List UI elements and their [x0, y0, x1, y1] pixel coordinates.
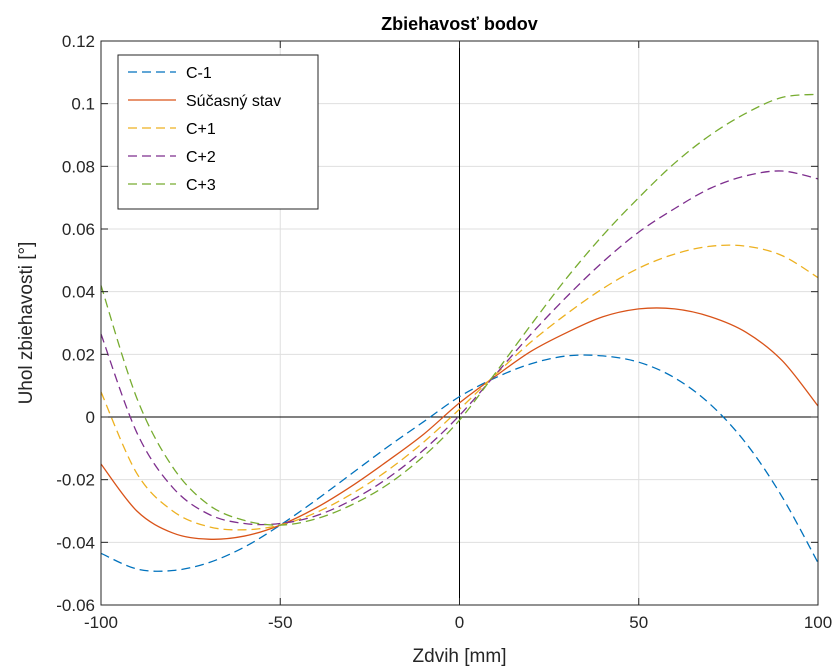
y-tick-label: 0.04	[62, 283, 95, 302]
y-tick-label: -0.04	[56, 533, 95, 552]
legend-label: C+1	[186, 121, 216, 138]
x-tick-label: 0	[455, 613, 464, 632]
y-tick-label: 0.06	[62, 220, 95, 239]
y-axis-title: Uhol zbiehavosti [°]	[16, 242, 37, 405]
x-tick-label: -50	[268, 613, 293, 632]
series-group	[100, 93, 819, 572]
legend-label: C+3	[186, 177, 216, 194]
x-tick-label: -100	[84, 613, 118, 632]
series-line-2	[100, 244, 819, 531]
series-line-1	[100, 307, 819, 540]
legend-label: C-1	[186, 65, 212, 82]
legend-box	[117, 54, 319, 210]
y-tick-label: 0	[86, 408, 95, 427]
y-tick-label: 0.08	[62, 157, 95, 176]
legend-label: Súčasný stav	[186, 93, 281, 110]
legend: C-1 Súčasný stav C+1 C+2 C+3	[117, 54, 319, 210]
series-line-4	[100, 93, 819, 526]
y-tick-label: -0.06	[56, 596, 95, 615]
x-tick-label: 100	[804, 613, 832, 632]
legend-label: C+2	[186, 149, 216, 166]
y-tick-label: -0.02	[56, 471, 95, 490]
chart-title: Zbiehavosť bodov	[381, 14, 538, 34]
y-tick-label: 0.12	[62, 32, 95, 51]
series-line-0	[100, 354, 819, 572]
y-tick-label: 0.02	[62, 345, 95, 364]
y-tick-label: 0.1	[71, 95, 95, 114]
x-axis-title: Zdvih [mm]	[413, 646, 507, 667]
series-line-3	[100, 170, 819, 526]
x-tick-label: 50	[629, 613, 648, 632]
